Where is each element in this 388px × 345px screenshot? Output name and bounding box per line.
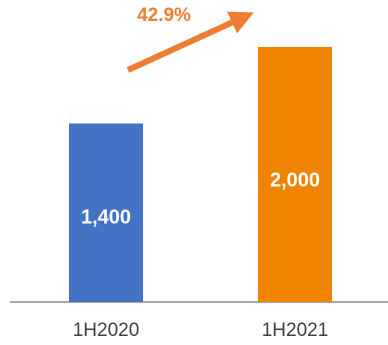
bar-1h2021 [258,47,332,302]
x-tick-label: 1H2021 [262,320,329,341]
growth-annotation-label: 42.9% [137,5,191,26]
bar-value-label: 2,000 [270,170,320,192]
bar-value-label: 1,400 [81,206,131,228]
growth-arrow [126,11,254,73]
bar-1h2020 [69,123,143,302]
x-tick-label: 1H2020 [73,320,140,341]
